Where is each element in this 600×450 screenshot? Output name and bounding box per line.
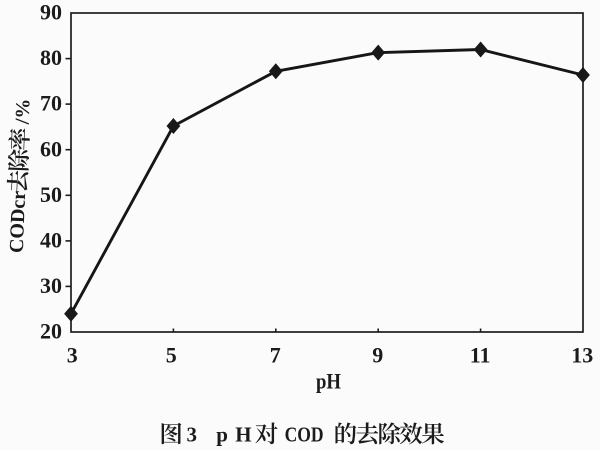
svg-text:80: 80 bbox=[40, 45, 62, 70]
svg-text:/%: /% bbox=[12, 98, 35, 125]
svg-text:CODcr: CODcr bbox=[6, 190, 30, 253]
svg-text:11: 11 bbox=[470, 343, 491, 368]
svg-text:40: 40 bbox=[40, 228, 62, 253]
svg-text:3: 3 bbox=[187, 423, 198, 447]
svg-text:9: 9 bbox=[372, 343, 383, 368]
svg-text:30: 30 bbox=[40, 273, 62, 298]
svg-text:p: p bbox=[216, 423, 228, 447]
svg-text:H: H bbox=[235, 423, 251, 447]
svg-text:pH: pH bbox=[316, 369, 341, 394]
svg-text:90: 90 bbox=[40, 0, 62, 25]
svg-text:20: 20 bbox=[40, 319, 62, 344]
svg-text:5: 5 bbox=[166, 343, 177, 368]
svg-text:COD: COD bbox=[285, 423, 324, 447]
svg-text:50: 50 bbox=[40, 182, 62, 207]
svg-text:70: 70 bbox=[40, 91, 62, 116]
svg-text:13: 13 bbox=[571, 343, 593, 368]
svg-text:60: 60 bbox=[40, 136, 62, 161]
svg-text:3: 3 bbox=[67, 343, 78, 368]
svg-text:7: 7 bbox=[270, 343, 281, 368]
